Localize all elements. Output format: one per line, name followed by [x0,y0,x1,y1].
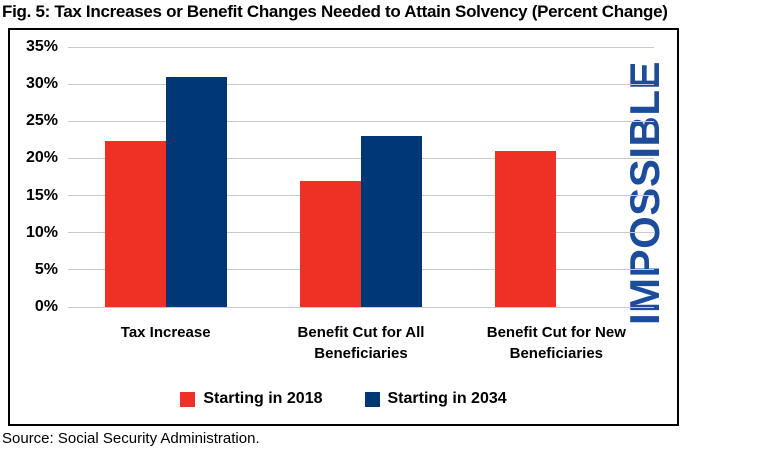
bar-starting-in-2034-benefit-cut-for-all-beneficiaries [361,136,422,307]
y-axis-tick-label: 20% [25,149,58,167]
plot-area: IMPOSSIBLE 35% 30% 25% 20% 15% 10% 5% 0% [26,38,668,325]
bar-starting-in-2018-tax-increase [104,140,166,307]
legend-label: Starting in 2034 [387,390,507,407]
legend: Starting in 2018 Starting in 2034 [10,385,677,413]
bar-starting-in-2018-benefit-cut-for-all-beneficiaries [300,180,361,307]
y-axis-tick-label: 30% [25,75,58,93]
category-label-benefit-cut-for-new-beneficiaries: Benefit Cut for New Beneficiaries [486,324,626,362]
figure-title: Fig. 5: Tax Increases or Benefit Changes… [2,2,668,21]
gridline [68,120,654,122]
category-label-tax-increase: Tax Increase [120,324,211,341]
gridline [68,306,654,308]
y-axis-tick-label: 5% [34,260,58,278]
y-axis-tick-label: 15% [25,186,58,204]
y-axis-tick-label: 25% [25,112,58,130]
bar-starting-in-2034-tax-increase [165,76,227,307]
gridline [68,83,654,85]
legend-item-starting-in-2018: Starting in 2018 [180,390,323,408]
gridline [68,46,654,48]
chart-area: IMPOSSIBLE 35% 30% 25% 20% 15% 10% 5% 0% Starti… [8,28,679,426]
legend-item-starting-in-2034: Starting in 2034 [364,390,507,408]
legend-swatch-icon [180,391,196,407]
y-axis-tick-label: 10% [25,223,58,241]
source-note: Source: Social Security Administration. [2,430,260,447]
y-axis-tick-label: 0% [34,298,58,315]
impossible-annotation: IMPOSSIBLE [621,60,668,326]
y-axis-tick-label: 35% [25,38,58,55]
bar-starting-in-2018-benefit-cut-for-new-beneficiaries [495,151,557,307]
legend-swatch-icon [364,391,380,407]
category-label-benefit-cut-for-all-beneficiaries: Benefit Cut for All Beneficiaries [297,324,425,362]
legend-label: Starting in 2018 [203,390,323,407]
